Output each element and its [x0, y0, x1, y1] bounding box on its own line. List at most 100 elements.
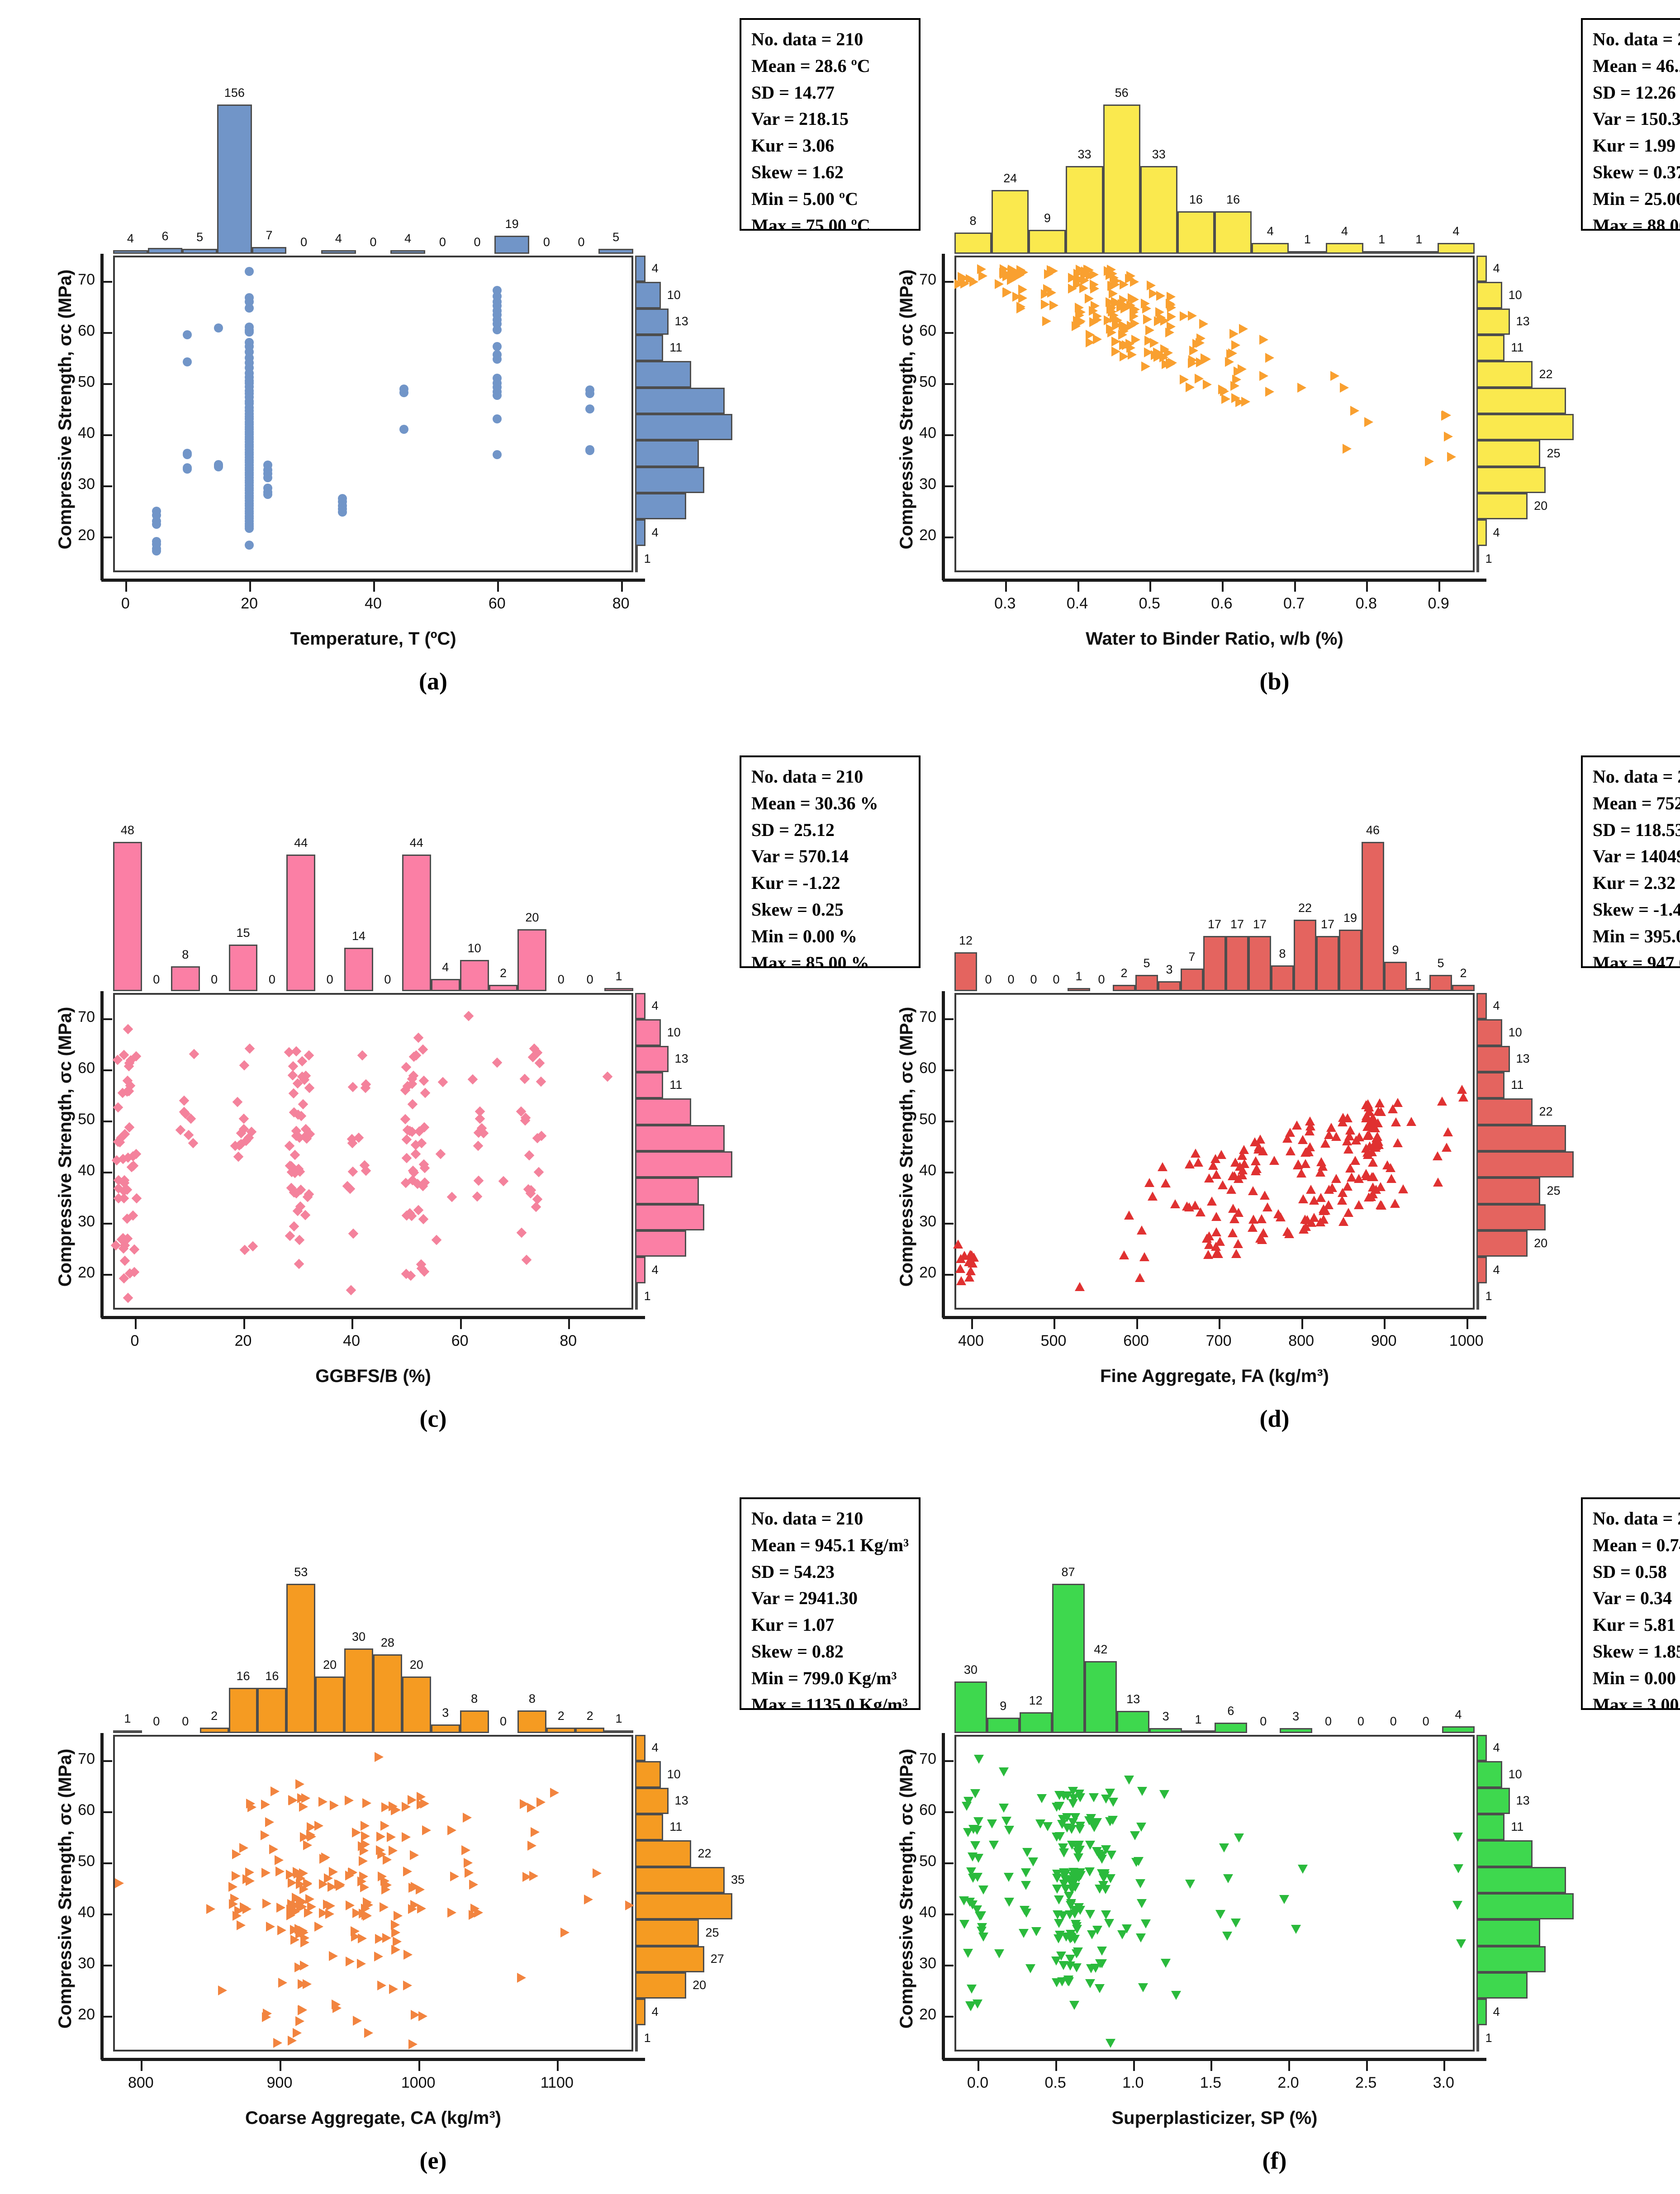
right-hist-bar: [635, 1283, 638, 1310]
scatter-point: [352, 1908, 362, 1919]
top-hist-bar: [1066, 166, 1103, 254]
x-axis-title-b: Water to Binder Ratio, w/b (%): [1086, 629, 1343, 649]
scatter-point: [1165, 299, 1175, 309]
stats-min: Min = 25.00 MPa: [1593, 188, 1680, 209]
top-hist-bar-label: 0: [578, 235, 585, 249]
scatter-point: [1406, 1117, 1417, 1126]
scatter-point: [1188, 310, 1197, 321]
scatter-point: [1211, 1170, 1221, 1179]
right-hist-bar: [1476, 1814, 1505, 1841]
x-tick-label: 40: [365, 595, 382, 612]
scatter-point: [536, 1797, 546, 1807]
scatter-point: [998, 1767, 1009, 1776]
scatter-point: [1233, 1239, 1243, 1249]
scatter-point: [1049, 300, 1059, 311]
scatter-point: [287, 1878, 297, 1888]
y-tick: [944, 2015, 954, 2018]
scatter-point: [1130, 1831, 1140, 1840]
scatter-point: [1343, 1144, 1353, 1154]
x-axis-line-a: [101, 579, 645, 582]
top-hist-bar-label: 4: [1455, 1707, 1462, 1721]
top-hist-bar: [604, 988, 633, 991]
x-tick: [497, 582, 499, 592]
top-hist-bar-label: 2: [586, 1709, 593, 1723]
scatter-point: [1054, 1801, 1064, 1811]
scatter-point: [1219, 1843, 1229, 1853]
right-hist-bar-label: 10: [1508, 1767, 1522, 1781]
scatter-point: [1210, 1242, 1221, 1251]
scatter-point: [550, 1787, 559, 1798]
scatter-point: [1195, 1207, 1205, 1217]
right-hist-bar-label: 22: [1539, 367, 1553, 381]
scatter-plot-area-c: [113, 993, 633, 1310]
scatter-point: [1141, 1919, 1151, 1929]
y-tick-label: 20: [78, 1263, 95, 1281]
stats-no-data: No. data = 210: [751, 1508, 864, 1529]
scatter-point: [1282, 1227, 1292, 1236]
right-hist-bar: [635, 361, 692, 388]
scatter-point: [1056, 1952, 1067, 1961]
x-tick-label: 900: [266, 2074, 293, 2091]
scatter-point: [1135, 1933, 1146, 1942]
right-hist-bar-label: 11: [1511, 341, 1524, 355]
stats-box-e: No. data = 210 Mean = 945.1 Kg/m³ SD = 54.…: [740, 1497, 921, 1710]
scatter-point: [462, 1813, 472, 1823]
y-tick: [944, 1273, 954, 1276]
top-hist-bar: [954, 952, 977, 991]
right-hist-bar: [1476, 1972, 1528, 1999]
top-hist-bar: [431, 978, 460, 991]
y-tick-label: 60: [78, 322, 95, 340]
stats-var: Var = 14049.32: [1593, 846, 1680, 867]
scatter-point: [1084, 294, 1094, 304]
right-hist-bar-label: 25: [1547, 446, 1561, 460]
y-tick: [944, 536, 954, 538]
scatter-point: [1136, 1899, 1147, 1908]
scatter-point: [1091, 1819, 1101, 1828]
scatter-point: [245, 328, 254, 337]
stats-skew: Skew = 1.85: [1593, 1641, 1680, 1662]
top-hist-bar: [1158, 981, 1181, 991]
top-hist-bar: [1215, 211, 1252, 254]
x-tick-label: 600: [1123, 1332, 1149, 1349]
top-hist-bar-label: 14: [352, 929, 366, 943]
scatter-point: [1042, 316, 1052, 327]
top-hist-bar-label: 1: [615, 969, 622, 983]
right-hist-bar-label: 35: [731, 1872, 745, 1886]
stats-box-c: No. data = 210 Mean = 30.36 % SD = 25.12 Va…: [740, 755, 921, 968]
x-axis-title-a: Temperature, T (ºC): [290, 629, 456, 649]
x-tick-label: 0.5: [1044, 2074, 1066, 2091]
right-hist-bar-label: 13: [1516, 1793, 1530, 1807]
scatter-point: [286, 1870, 295, 1880]
x-axis-title-c: GGBFS/B (%): [315, 1366, 431, 1386]
scatter-point: [301, 1793, 310, 1804]
scatter-point: [1018, 293, 1027, 304]
scatter-point: [388, 1846, 398, 1856]
scatter-point: [376, 1845, 385, 1856]
x-tick: [1055, 2061, 1058, 2071]
scatter-point: [1185, 1879, 1195, 1889]
y-tick-label: 40: [919, 1904, 936, 1921]
scatter-point: [625, 1900, 634, 1911]
scatter-point: [450, 1871, 459, 1882]
scatter-point: [357, 1876, 366, 1886]
scatter-point: [214, 461, 223, 471]
scatter-point: [418, 2011, 427, 2021]
scatter-point: [1053, 1910, 1063, 1919]
scatter-point: [1074, 1825, 1085, 1834]
scatter-point: [306, 1822, 316, 1833]
y-tick-label: 30: [919, 1213, 936, 1230]
scatter-point: [1146, 280, 1156, 291]
scatter-point: [303, 1840, 312, 1851]
top-hist-bar-label: 33: [1152, 147, 1166, 161]
stats-kur: Kur = 2.32: [1593, 873, 1676, 893]
scatter-point: [375, 1933, 384, 1944]
top-hist-bar: [992, 190, 1029, 254]
scatter-point: [973, 1817, 984, 1826]
scatter-point: [1101, 1910, 1111, 1920]
stats-box-a: No. data = 210 Mean = 28.6 ºC SD = 14.77 Va…: [740, 18, 921, 231]
scatter-point: [1231, 340, 1240, 351]
scatter-point: [1330, 370, 1339, 381]
scatter-point: [1364, 1130, 1374, 1140]
stats-kur: Kur = -1.22: [751, 873, 840, 893]
scatter-point: [239, 1843, 249, 1853]
